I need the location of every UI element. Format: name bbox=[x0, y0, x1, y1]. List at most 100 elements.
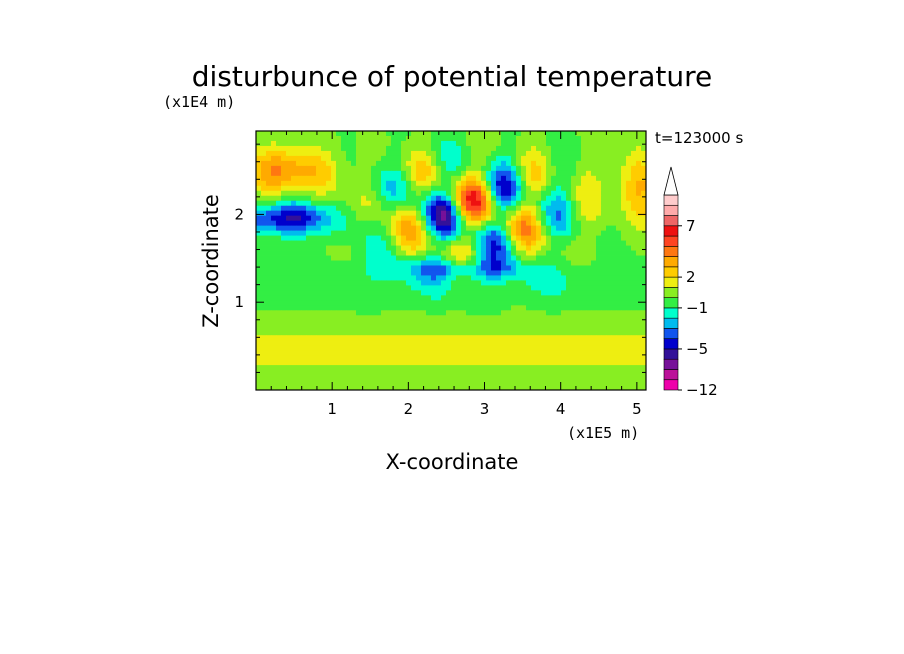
contour-cell bbox=[581, 270, 587, 276]
contour-cell bbox=[626, 320, 632, 326]
contour-cell bbox=[531, 270, 537, 276]
contour-cell bbox=[436, 170, 442, 177]
contour-cell bbox=[256, 210, 262, 217]
contour-cell bbox=[381, 165, 387, 172]
contour-cell bbox=[631, 325, 637, 331]
contour-cell bbox=[421, 175, 427, 182]
contour-cell bbox=[281, 160, 287, 167]
contour-cell bbox=[431, 350, 437, 356]
contour-cell bbox=[261, 190, 267, 197]
contour-cell bbox=[401, 131, 407, 137]
contour-cell bbox=[486, 160, 492, 167]
contour-cell bbox=[636, 190, 642, 197]
contour-cell bbox=[481, 310, 487, 316]
contour-cell bbox=[606, 275, 612, 281]
contour-cell bbox=[516, 250, 522, 256]
contour-cell bbox=[431, 195, 437, 202]
contour-cell bbox=[326, 345, 332, 351]
contour-cell bbox=[401, 255, 407, 261]
contour-cell bbox=[641, 155, 646, 162]
contour-cell bbox=[366, 175, 372, 182]
contour-cell bbox=[591, 215, 597, 222]
contour-cell bbox=[401, 365, 407, 371]
contour-cell bbox=[616, 200, 622, 207]
contour-cell bbox=[481, 170, 487, 177]
contour-cell bbox=[466, 370, 472, 376]
contour-cell bbox=[531, 205, 537, 212]
contour-cell bbox=[566, 260, 572, 266]
contour-cell bbox=[541, 255, 547, 261]
contour-cell bbox=[541, 190, 547, 197]
contour-cell bbox=[541, 200, 547, 207]
contour-cell bbox=[461, 260, 467, 266]
contour-cell bbox=[461, 135, 467, 142]
contour-cell bbox=[586, 140, 592, 147]
contour-cell bbox=[436, 135, 442, 142]
contour-cell bbox=[541, 180, 547, 187]
contour-cell bbox=[396, 250, 402, 256]
contour-cell bbox=[376, 135, 382, 142]
contour-cell bbox=[431, 245, 437, 251]
contour-cell bbox=[411, 205, 417, 212]
contour-cell bbox=[276, 175, 282, 182]
contour-cell bbox=[321, 385, 327, 390]
colorbar-segment bbox=[663, 379, 679, 391]
contour-cell bbox=[401, 220, 407, 227]
contour-cell bbox=[271, 165, 277, 172]
contour-cell bbox=[591, 180, 597, 187]
contour-cell bbox=[546, 255, 552, 261]
contour-cell bbox=[581, 285, 587, 291]
contour-cell bbox=[431, 200, 437, 207]
contour-cell bbox=[436, 320, 442, 326]
contour-cell bbox=[436, 300, 442, 306]
contour-cell bbox=[311, 235, 317, 241]
contour-cell bbox=[376, 180, 382, 187]
contour-cell bbox=[351, 300, 357, 306]
contour-cell bbox=[291, 310, 297, 316]
contour-cell bbox=[586, 370, 592, 376]
contour-cell bbox=[256, 360, 262, 366]
contour-cell bbox=[381, 190, 387, 197]
contour-cell bbox=[391, 335, 397, 341]
contour-cell bbox=[421, 335, 427, 341]
contour-cell bbox=[451, 370, 457, 376]
contour-cell bbox=[296, 155, 302, 162]
contour-cell bbox=[281, 150, 287, 157]
contour-cell bbox=[351, 385, 357, 390]
contour-cell bbox=[271, 200, 277, 207]
contour-cell bbox=[281, 195, 287, 202]
contour-cell bbox=[506, 330, 512, 336]
contour-cell bbox=[426, 235, 432, 241]
contour-cell bbox=[306, 250, 312, 256]
contour-cell bbox=[356, 235, 362, 241]
contour-cell bbox=[276, 350, 282, 356]
contour-cell bbox=[366, 165, 372, 172]
contour-cell bbox=[261, 135, 267, 142]
contour-cell bbox=[471, 335, 477, 341]
contour-cell bbox=[311, 170, 317, 177]
contour-cell bbox=[626, 295, 632, 301]
contour-cell bbox=[471, 380, 477, 386]
contour-cell bbox=[416, 360, 422, 366]
contour-cell bbox=[256, 235, 262, 241]
contour-cell bbox=[521, 215, 527, 222]
contour-cell bbox=[406, 280, 412, 286]
contour-cell bbox=[596, 385, 602, 390]
contour-cell bbox=[601, 205, 607, 212]
contour-cell bbox=[476, 385, 482, 390]
contour-cell bbox=[366, 370, 372, 376]
contour-cell bbox=[546, 265, 552, 271]
contour-cell bbox=[286, 160, 292, 167]
contour-cell bbox=[311, 295, 317, 301]
contour-cell bbox=[271, 230, 277, 236]
contour-cell bbox=[266, 290, 272, 296]
contour-cell bbox=[466, 200, 472, 207]
contour-cell bbox=[481, 180, 487, 187]
contour-cell bbox=[591, 220, 597, 227]
contour-cell bbox=[286, 335, 292, 341]
contour-cell bbox=[376, 355, 382, 361]
contour-cell bbox=[316, 240, 322, 246]
contour-cell bbox=[531, 275, 537, 281]
contour-cell bbox=[591, 260, 597, 266]
contour-cell bbox=[636, 345, 642, 351]
